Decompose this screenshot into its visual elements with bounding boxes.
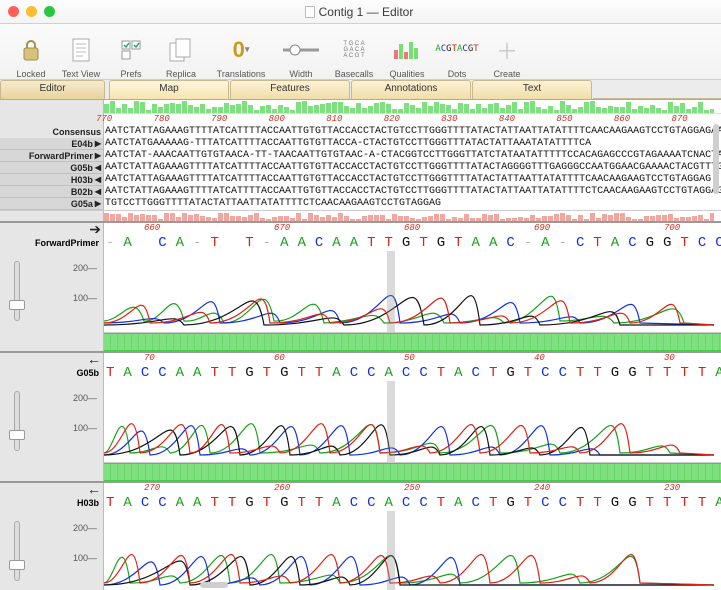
track-ruler: 270260250240230	[104, 483, 721, 495]
seq-row[interactable]: B02b◀AATCTATTAGAAAGTTTTATCATTTTACCAATTGT…	[0, 186, 721, 198]
row-label: Consensus	[0, 126, 104, 138]
replica-button[interactable]: Replica	[156, 27, 206, 79]
chromatogram-track: ←270260250240230H03bTACCAATTGTGTTACCACCT…	[0, 481, 721, 590]
track-label: G05b	[0, 365, 104, 381]
titlebar: Contig 1 — Editor	[0, 0, 721, 24]
width-slider[interactable]: Width	[276, 27, 326, 79]
row-sequence[interactable]: TGTCCTTGGGTTTTATACTATTAATTATATTTTCTCAACA…	[104, 198, 721, 210]
close-light[interactable]	[8, 6, 19, 17]
v-scrollbar[interactable]	[713, 124, 719, 194]
tab-features[interactable]: Features	[230, 80, 350, 99]
sequence-rows: ConsensusAATCTATTAGAAAGTTTTATCATTTTACCAA…	[0, 126, 721, 210]
seq-row[interactable]: ForwardPrimer▶AATCTAT-AAACAATTGTGTAACA-T…	[0, 150, 721, 162]
track-slider[interactable]: 200—100—	[0, 251, 104, 333]
basecalls-button[interactable]: T G C AG A C AA C G TBasecalls	[326, 27, 382, 79]
track-basecalls[interactable]: -A CA-T T-AACAATTGTGTAAC-A-CTACGGTCCTTGG…	[104, 235, 721, 251]
track-slider[interactable]: 200—100—	[0, 381, 104, 463]
alignment-panel: 770780790800810820830840850860870 Consen…	[0, 100, 721, 590]
chromatogram-tracks: ➔660670680690700ForwardPrimer-A CA-T T-A…	[0, 221, 721, 590]
row-sequence[interactable]: AATCTATTAGAAAGTTTTATCATTTTACCAATTGTGTTAC…	[104, 162, 721, 174]
trace-view[interactable]	[104, 511, 721, 590]
quality-bar-top	[104, 100, 721, 114]
seq-row[interactable]: E04b▶AATCTATGAAAAAG-TTTATCATTTTACCAATTGT…	[0, 138, 721, 150]
translations-button[interactable]: 0▾Translations	[206, 27, 276, 79]
seq-row[interactable]: G05b◀AATCTATTAGAAAGTTTTATCATTTTACCAATTGT…	[0, 162, 721, 174]
direction-arrow: ←	[0, 353, 104, 365]
window-title-text: Contig 1 — Editor	[319, 5, 414, 19]
row-label: G05a▶	[0, 198, 104, 210]
trace-view[interactable]	[104, 381, 721, 463]
seq-row[interactable]: ConsensusAATCTATTAGAAAGTTTTATCATTTTACCAA…	[0, 126, 721, 138]
row-label: ForwardPrimer▶	[0, 150, 104, 162]
toolbar: Locked Text View Prefs Replica 0▾Transla…	[0, 24, 721, 80]
row-sequence[interactable]: AATCTAT-AAACAATTGTGTAACA-TT-TAACAATTGTGT…	[104, 150, 721, 162]
locked-button[interactable]: Locked	[6, 27, 56, 79]
quality-strip	[104, 463, 721, 481]
track-slider[interactable]: 200—100—	[0, 511, 104, 590]
prefs-button[interactable]: Prefs	[106, 27, 156, 79]
row-label: G05b◀	[0, 162, 104, 174]
direction-arrow: ←	[0, 483, 104, 495]
row-sequence[interactable]: AATCTATGAAAAAG-TTTATCATTTTACCAATTGTGTTAC…	[104, 138, 721, 150]
coverage-strip	[104, 211, 721, 221]
row-sequence[interactable]: AATCTATTAGAAAGTTTTATCATTTTACCAATTGTGTTAC…	[104, 186, 721, 198]
tab-map[interactable]: Map	[109, 80, 229, 99]
row-label: B02b◀	[0, 186, 104, 198]
row-label: E04b▶	[0, 138, 104, 150]
track-ruler: 660670680690700	[104, 223, 721, 235]
chromatogram-track: ←7060504030G05bTACCAATTGTGTTACCACCTACTGT…	[0, 351, 721, 481]
create-button[interactable]: ＋Create	[482, 27, 532, 79]
track-label: ForwardPrimer	[0, 235, 104, 251]
chromatogram-track: ➔660670680690700ForwardPrimer-A CA-T T-A…	[0, 221, 721, 351]
tab-editor[interactable]: Editor	[0, 80, 105, 99]
corner-spacer	[0, 100, 104, 114]
window-title: Contig 1 — Editor	[55, 5, 663, 19]
direction-arrow: ➔	[0, 223, 104, 235]
row-label: H03b◀	[0, 174, 104, 186]
seq-row[interactable]: H03b◀AATCTATTAGAAAGTTTTATCATTTTACCAATTGT…	[0, 174, 721, 186]
tab-annotations[interactable]: Annotations	[351, 80, 471, 99]
seq-row[interactable]: G05a▶ TGTCCTTGGGTTTTATACTATTAATTATATTTTC…	[0, 198, 721, 210]
cursor[interactable]	[387, 511, 395, 590]
track-ruler: 7060504030	[104, 353, 721, 365]
track-basecalls[interactable]: TACCAATTGTGTTACCACCTACTGTCCTTGGTTTTATACT…	[104, 365, 721, 381]
h-scrollbar[interactable]	[200, 582, 228, 588]
cursor[interactable]	[387, 251, 395, 332]
max-light[interactable]	[44, 6, 55, 17]
row-sequence[interactable]: AATCTATTAGAAAGTTTTATCATTTTACCAATTGTGTTAC…	[104, 174, 721, 186]
document-icon	[305, 6, 315, 18]
track-label: H03b	[0, 495, 104, 511]
qualities-button[interactable]: Qualities	[382, 27, 432, 79]
traffic-lights	[8, 6, 55, 17]
tab-text[interactable]: Text	[472, 80, 592, 99]
quality-strip	[104, 333, 721, 351]
track-basecalls[interactable]: TACCAATTGTGTTACCACCTACTGTCCTTGGTTTTATACT…	[104, 495, 721, 511]
min-light[interactable]	[26, 6, 37, 17]
row-sequence[interactable]: AATCTATTAGAAAGTTTTATCATTTTACCAATTGTGTTAC…	[104, 126, 721, 138]
textview-button[interactable]: Text View	[56, 27, 106, 79]
cursor[interactable]	[387, 381, 395, 462]
tabbar: Editor Map Features Annotations Text	[0, 80, 721, 100]
trace-view[interactable]	[104, 251, 721, 333]
dots-button[interactable]: ACGTACGTDots	[432, 27, 482, 79]
